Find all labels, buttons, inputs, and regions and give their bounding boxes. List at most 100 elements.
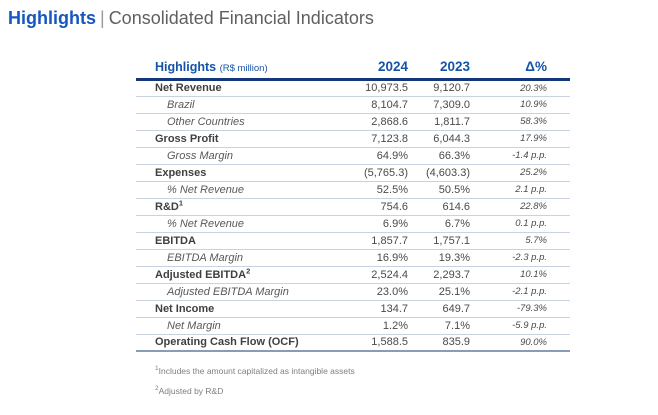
cell-value-delta: 17.9% (470, 130, 570, 148)
row-label-text: Net Margin (167, 319, 221, 332)
cell-value-delta: 10.1% (470, 266, 570, 284)
table-row: Other Countries 2,868.6 1,811.7 58.3% (136, 113, 570, 131)
table-row: Expenses (5,765.3) (4,603.3) 25.2% (136, 164, 570, 182)
row-label: Gross Margin (136, 147, 342, 165)
table-header-delta: Δ% (470, 55, 570, 81)
cell-value-2024: 23.0% (342, 283, 408, 301)
cell-value-delta: 20.3% (470, 79, 570, 97)
row-label: Adjusted EBITDA Margin (136, 283, 342, 301)
table-row: EBITDA Margin 16.9% 19.3% -2.3 p.p. (136, 249, 570, 267)
row-label: Gross Profit (136, 130, 342, 148)
cell-value-2023: 7,309.0 (408, 96, 470, 114)
page-title-separator: | (100, 8, 105, 28)
cell-value-2023: 6,044.3 (408, 130, 470, 148)
row-label-text: Gross Margin (167, 149, 234, 162)
row-label-text: Adjusted EBITDA Margin (167, 285, 289, 298)
row-label: Net Income (136, 300, 342, 318)
cell-value-delta: 0.1 p.p. (470, 215, 570, 233)
page-title-subtitle: Consolidated Financial Indicators (108, 8, 374, 28)
table-header-label: Highlights (R$ million) (136, 55, 342, 81)
cell-value-2023: 1,757.1 (408, 232, 470, 250)
table-row: % Net Revenue 52.5% 50.5% 2.1 p.p. (136, 181, 570, 199)
row-label-text: % Net Revenue (167, 217, 245, 230)
cell-value-2024: 64.9% (342, 147, 408, 165)
cell-value-delta: 25.2% (470, 164, 570, 182)
row-label: Expenses (136, 164, 342, 182)
row-label-text: Expenses (155, 166, 207, 179)
footnote: 1Includes the amount capitalized as inta… (155, 361, 355, 381)
row-label: Brazil (136, 96, 342, 114)
cell-value-2024: 1,857.7 (342, 232, 408, 250)
row-label-text: Brazil (167, 98, 195, 111)
table-header-2024: 2024 (342, 55, 408, 81)
row-label-text: Adjusted EBITDA (155, 268, 247, 281)
footnotes: 1Includes the amount capitalized as inta… (155, 361, 355, 401)
row-label: Operating Cash Flow (OCF) (136, 334, 342, 352)
cell-value-2024: 134.7 (342, 300, 408, 318)
row-label-text: Operating Cash Flow (OCF) (155, 336, 299, 349)
cell-value-2024: 52.5% (342, 181, 408, 199)
cell-value-2024: 16.9% (342, 249, 408, 267)
cell-value-2023: 7.1% (408, 317, 470, 335)
table-row: Gross Margin 64.9% 66.3% -1.4 p.p. (136, 147, 570, 165)
cell-value-2023: 835.9 (408, 334, 470, 352)
footnote-superscript: 2 (155, 385, 159, 393)
page-title: Highlights | Consolidated Financial Indica… (8, 7, 374, 29)
footnote: 2Adjusted by R&D (155, 381, 355, 401)
cell-value-2023: 9,120.7 (408, 79, 470, 97)
cell-value-delta: -2.3 p.p. (470, 249, 570, 267)
table-header-unit: (R$ million) (219, 62, 268, 74)
footnote-text: Adjusted by R&D (158, 386, 224, 396)
cell-value-2023: 19.3% (408, 249, 470, 267)
table-row: % Net Revenue 6.9% 6.7% 0.1 p.p. (136, 215, 570, 233)
row-label: EBITDA Margin (136, 249, 342, 267)
table-row: Net Margin 1.2% 7.1% -5.9 p.p. (136, 317, 570, 335)
cell-value-2023: 614.6 (408, 198, 470, 216)
table-row: Net Revenue 10,973.5 9,120.7 20.3% (136, 79, 570, 97)
row-label-text: % Net Revenue (167, 183, 245, 196)
cell-value-delta: -79.3% (470, 300, 570, 318)
cell-value-2023: 6.7% (408, 215, 470, 233)
cell-value-2023: 66.3% (408, 147, 470, 165)
cell-value-2023: 50.5% (408, 181, 470, 199)
table-row: Net Income 134.7 649.7 -79.3% (136, 300, 570, 318)
cell-value-2023: 1,811.7 (408, 113, 470, 131)
row-label-text: Net Revenue (155, 82, 222, 94)
row-label: % Net Revenue (136, 181, 342, 199)
cell-value-2024: (5,765.3) (342, 164, 408, 182)
table-row: EBITDA 1,857.7 1,757.1 5.7% (136, 232, 570, 250)
cell-value-2024: 1,588.5 (342, 334, 408, 352)
cell-value-delta: 90.0% (470, 334, 570, 352)
row-label-text: Gross Profit (155, 132, 219, 145)
row-label-superscript: 2 (246, 265, 251, 275)
table-row: Adjusted EBITDA2 2,524.4 2,293.7 10.1% (136, 265, 570, 284)
row-label: Net Revenue (136, 79, 342, 97)
cell-value-2024: 2,524.4 (342, 266, 408, 284)
row-label-text: Other Countries (167, 115, 245, 128)
table-row: Operating Cash Flow (OCF) 1,588.5 835.9 90.… (136, 334, 570, 352)
table-header-title: Highlights (155, 59, 217, 74)
row-label-text: Net Income (155, 302, 215, 315)
cell-value-delta: -2.1 p.p. (470, 283, 570, 301)
cell-value-2023: (4,603.3) (408, 164, 470, 182)
row-label-text: EBITDA (155, 234, 196, 247)
cell-value-2024: 2,868.6 (342, 113, 408, 131)
table-row: R&D1 754.6 614.6 22.8% (136, 197, 570, 216)
footnote-text: Includes the amount capitalized as intan… (158, 366, 355, 376)
cell-value-2024: 7,123.8 (342, 130, 408, 148)
table-header-row: Highlights (R$ million) 2024 2023 Δ% (136, 55, 570, 81)
cell-value-2023: 649.7 (408, 300, 470, 318)
cell-value-2024: 10,973.5 (342, 79, 408, 97)
table-header-2023: 2023 (408, 55, 470, 81)
row-label-text: EBITDA Margin (167, 251, 244, 264)
row-label: R&D1 (136, 197, 342, 216)
table-row: Brazil 8,104.7 7,309.0 10.9% (136, 96, 570, 114)
cell-value-delta: -1.4 p.p. (470, 147, 570, 165)
page-title-highlight: Highlights (8, 8, 96, 28)
cell-value-delta: 58.3% (470, 113, 570, 131)
row-label: Adjusted EBITDA2 (136, 265, 342, 284)
row-label-superscript: 1 (178, 197, 184, 207)
row-label: EBITDA (136, 232, 342, 250)
cell-value-delta: 10.9% (470, 96, 570, 114)
